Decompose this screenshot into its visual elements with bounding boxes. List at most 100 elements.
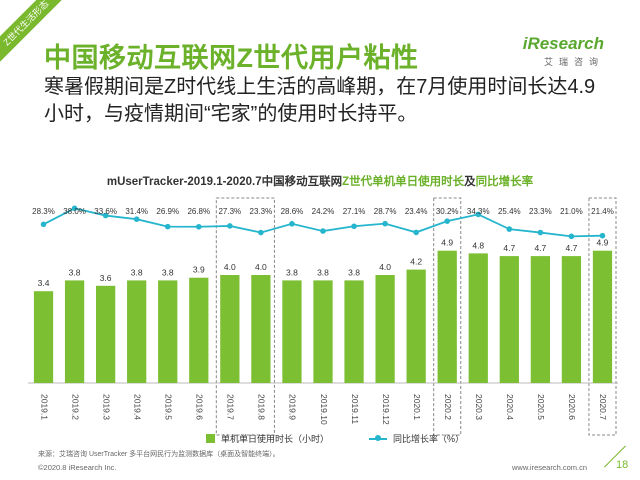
growth-value-label: 38.0% [63,207,86,216]
x-tick-label: 2020.3 [474,394,484,420]
bar-value-label: 3.8 [317,267,329,277]
growth-point-2019.11 [351,223,357,230]
growth-value-label: 30.2% [436,207,459,216]
x-tick-label: 2019.4 [132,394,142,420]
bar-value-label: 3.6 [100,273,112,283]
chart-legend: 单机单日使用时长（小时） 同比增长率（%） [206,432,464,445]
x-tick-label: 2019.10 [319,394,329,425]
bar-2019.5 [158,280,178,383]
growth-point-2019.5 [164,223,171,230]
growth-point-2019.6 [195,223,202,230]
bar-value-label: 3.8 [162,267,174,277]
x-tick-label: 2019.11 [350,394,360,424]
growth-point-2020.6 [568,233,575,240]
x-tick-label: 2019.2 [70,394,80,420]
growth-point-2019.2 [71,205,78,212]
bar-2019.2 [64,280,85,383]
logo-subtext: 艾瑞咨询 [543,57,604,67]
growth-point-2019.9 [289,221,295,227]
growth-point-2020.3 [475,211,482,218]
x-tick-label: 2020.1 [412,394,422,420]
bar-value-label: 3.8 [131,267,143,277]
bar-2020.3 [468,253,488,383]
x-tick-label: 2020.7 [598,394,608,420]
growth-point-2019.1 [40,221,47,228]
growth-point-2020.7 [599,232,606,239]
bar-value-label: 4.9 [441,238,453,248]
bar-value-label: 3.8 [286,267,298,277]
chart-title-line-series: 同比增长率 [475,176,534,188]
x-tick-label: 2020.6 [567,394,577,420]
bar-2020.2 [437,250,457,383]
chart-title-prefix: mUserTracker-2019.1-2020.7中国移动互联网 [106,176,343,188]
bar-2019.12 [375,275,395,383]
bar-value-label: 3.8 [348,267,360,277]
bar-value-label: 4.7 [566,243,578,253]
chart-title-bar-series: Z世代单机单日使用时长 [342,176,465,188]
bar-value-label: 4.7 [503,243,515,253]
logo-text: iResearch [522,34,604,53]
legend-line-swatch [369,435,388,441]
bar-2020.5 [530,256,550,383]
growth-value-label: 21.0% [560,207,583,216]
bar-2020.6 [561,256,582,383]
x-tick-label: 2020.4 [505,394,515,420]
bar-value-label: 4.7 [534,243,546,253]
growth-value-label: 28.3% [32,207,55,216]
bar-2019.8 [251,275,271,383]
growth-value-label: 27.1% [343,207,366,216]
growth-point-2020.2 [444,218,451,224]
bar-value-label: 4.9 [597,238,609,248]
page-number: 18 [616,459,629,471]
growth-value-label: 26.9% [156,207,179,216]
bar-2019.9 [282,280,302,383]
growth-value-label: 28.6% [281,207,304,216]
chart-title-conj: 及 [464,176,476,188]
growth-value-label: 23.3% [529,207,552,216]
bar-2019.6 [189,277,209,383]
growth-value-label: 28.7% [374,207,397,216]
bar-value-label: 4.0 [379,262,391,272]
bar-2020.1 [406,269,426,383]
x-tick-label: 2019.3 [101,394,111,420]
growth-point-2019.12 [382,220,388,227]
bar-2020.7 [592,250,613,383]
bar-2019.11 [344,280,364,383]
x-tick-label: 2019.1 [39,394,49,420]
bar-2019.1 [33,291,54,383]
growth-point-2020.5 [537,229,544,236]
x-tick-label: 2019.7 [226,394,236,420]
copyright: ©2020.8 iResearch Inc. [38,463,117,472]
growth-point-2019.4 [133,216,140,222]
page-subtitle: 寒暑假期间是Z时代线上生活的高峰期，在7月使用时间长达4.9小时，与疫情期间“宅… [44,76,596,125]
growth-value-label: 26.8% [187,207,210,216]
growth-point-2019.10 [320,228,326,234]
growth-value-label: 21.4% [591,207,614,216]
x-tick-label: 2019.5 [163,394,173,420]
growth-point-2019.8 [258,229,264,236]
growth-value-label: 23.4% [405,207,428,216]
iresearch-logo: iResearch 艾瑞咨询 [523,34,604,68]
page-title: 中国移动互联网Z世代用户粘性 [44,43,419,73]
bar-value-label: 3.4 [38,278,50,288]
bar-2020.4 [499,256,519,383]
legend-bar-swatch [206,434,215,443]
bar-2019.7 [220,275,240,383]
bar-2019.3 [96,285,116,383]
growth-value-label: 33.6% [94,207,117,216]
bar-value-label: 4.8 [472,240,484,250]
x-tick-label: 2020.2 [443,394,453,420]
bar-2019.4 [127,280,147,383]
x-tick-label: 2019.8 [257,394,267,420]
source-note: 来源：艾瑞咨询 UserTracker 多平台网民行为监测数据库（桌面及智能终端… [38,451,280,458]
bar-2019.10 [313,280,333,383]
bar-value-label: 4.0 [255,262,267,272]
highlight-box-1 [433,197,462,436]
bar-value-label: 3.9 [193,265,205,275]
growth-value-label: 31.4% [125,207,148,216]
legend-bar-label: 单机单日使用时长（小时） [221,434,330,444]
chart-title: mUserTracker-2019.1-2020.7中国移动互联网Z世代单机单日… [0,173,640,189]
bar-value-label: 4.2 [410,257,422,267]
website-url: www.iresearch.com.cn [512,463,588,472]
